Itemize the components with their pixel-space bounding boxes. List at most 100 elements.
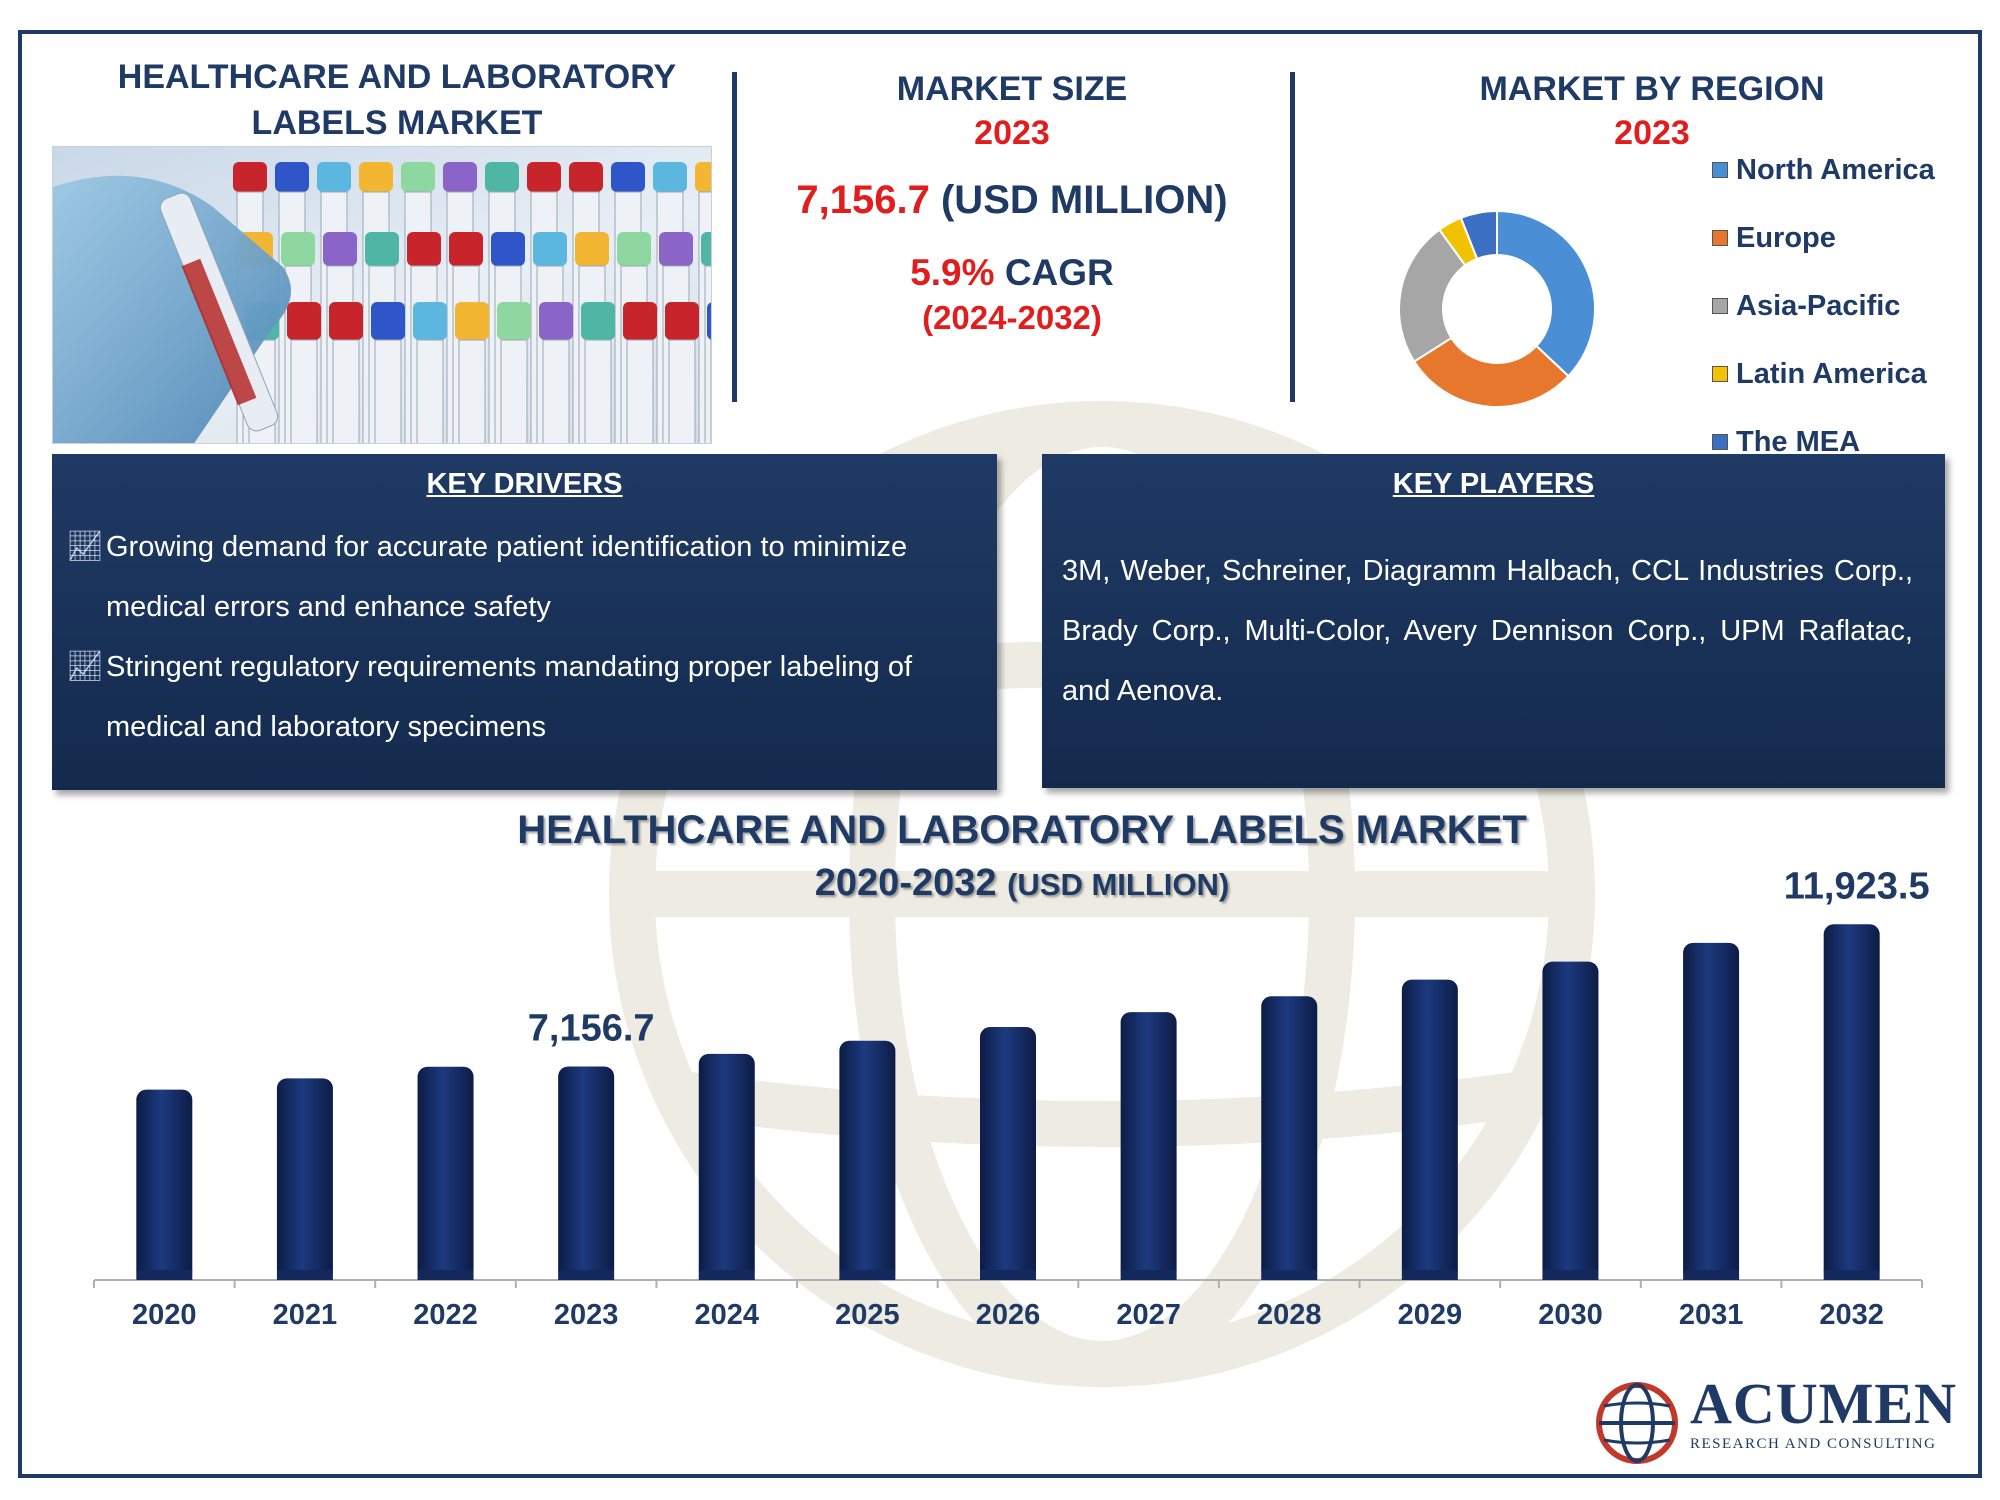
bar-base <box>1401 1270 1458 1280</box>
legend-label: Asia-Pacific <box>1736 289 1901 322</box>
tube-cap <box>365 232 399 266</box>
tube-body <box>704 265 711 443</box>
cagr-period: (2024-2032) <box>922 299 1102 336</box>
tube-cap <box>569 162 603 192</box>
lab-tubes-photo <box>52 146 712 444</box>
tube-cap <box>455 302 489 340</box>
legend-label: Europe <box>1736 221 1836 254</box>
cagr: 5.9% CAGR <box>742 248 1282 298</box>
bar-base <box>1120 1270 1177 1280</box>
bar-2027 <box>1120 1012 1177 1280</box>
legend-label: North America <box>1736 153 1935 186</box>
tube-cap <box>695 162 711 192</box>
bar-2021 <box>276 1078 333 1280</box>
legend-item: Asia-Pacific <box>1712 272 1978 340</box>
tube-cap <box>449 232 483 266</box>
logo-tagline: RESEARCH AND CONSULTING <box>1690 1436 1937 1452</box>
cagr-label: CAGR <box>1004 252 1114 293</box>
driver-text: Stringent regulatory requirements mandat… <box>106 651 913 743</box>
market-size-block: MARKET SIZE 2023 7,156.7 (USD MILLION) 5… <box>742 66 1282 338</box>
tube-body <box>290 339 318 443</box>
bar-base <box>1261 1270 1318 1280</box>
bar-2028 <box>1261 996 1318 1280</box>
key-players-panel: KEY PLAYERS 3M, Weber, Schreiner, Diagra… <box>1042 454 1945 788</box>
legend-swatch <box>1712 298 1728 314</box>
x-tick-label: 2020 <box>132 1299 197 1331</box>
x-tick-label: 2025 <box>835 1299 900 1331</box>
tube-cap <box>329 302 363 340</box>
tube-cap <box>359 162 393 192</box>
growth-icon: 📈︎ <box>66 650 105 683</box>
report-title-line2: LABELS MARKET <box>251 104 543 142</box>
key-drivers-heading: KEY DRIVERS <box>426 468 623 500</box>
x-tick-label: 2032 <box>1819 1299 1884 1331</box>
tube-cap <box>275 162 309 192</box>
x-tick-label: 2029 <box>1398 1299 1463 1331</box>
bar-base <box>1683 1270 1740 1280</box>
bar-2022 <box>417 1066 474 1280</box>
bar-2025 <box>839 1040 896 1280</box>
region-donut-chart <box>1398 209 1596 408</box>
tube-cap <box>611 162 645 192</box>
logo-wordmark: ACUMEN <box>1690 1371 1957 1436</box>
bar-base <box>136 1270 193 1280</box>
donut-slice-the-mea <box>1459 209 1498 261</box>
bar-2031 <box>1683 942 1740 1280</box>
x-tick-label: 2027 <box>1116 1299 1181 1331</box>
bar-2029 <box>1401 979 1458 1280</box>
bar-2026 <box>980 1027 1036 1280</box>
tube-cap <box>665 302 699 340</box>
bar-base <box>980 1270 1036 1280</box>
divider-line <box>732 72 737 402</box>
tube-cap <box>401 162 435 192</box>
data-label-2023: 7,156.7 <box>528 1007 655 1049</box>
bar-2024 <box>698 1053 755 1280</box>
region-title: MARKET BY REGION 2023 <box>1402 66 1902 154</box>
x-tick-label: 2023 <box>554 1299 619 1331</box>
legend-item: Europe <box>1712 204 1978 272</box>
tube-body <box>626 339 654 443</box>
tube-body <box>416 339 444 443</box>
tube-cap <box>485 162 519 192</box>
tube-cap <box>533 232 567 266</box>
legend-swatch <box>1712 434 1728 450</box>
x-tick-label: 2022 <box>413 1299 478 1331</box>
tube-body <box>374 339 402 443</box>
market-size-heading: MARKET SIZE <box>896 70 1128 108</box>
legend-swatch <box>1712 162 1728 178</box>
tube-cap <box>407 232 441 266</box>
chart-title: HEALTHCARE AND LABORATORY LABELS MARKET … <box>322 804 1722 912</box>
x-tick-label: 2026 <box>976 1299 1041 1331</box>
tube-cap <box>527 162 561 192</box>
driver-item: 📈︎ Growing demand for accurate patient i… <box>52 517 997 637</box>
x-tick-label: 2021 <box>273 1299 338 1331</box>
tube-cap <box>413 302 447 340</box>
bar-2023 <box>558 1066 615 1280</box>
tube-cap <box>659 232 693 266</box>
bar-base <box>1542 1270 1599 1280</box>
bar-base <box>1823 1270 1880 1280</box>
data-label-2032: 11,923.5 <box>1784 865 1930 907</box>
tube-cap <box>581 302 615 340</box>
legend-item: North America <box>1712 136 1978 204</box>
market-size-value: 7,156.7 (USD MILLION) <box>742 172 1282 228</box>
chart-title-period: 2020-2032 <box>814 862 997 904</box>
growth-icon: 📈︎ <box>66 530 105 563</box>
tube-body <box>668 339 696 443</box>
acumen-logo: ACUMEN RESEARCH AND CONSULTING <box>1592 1372 1962 1472</box>
tube-cap <box>281 232 315 266</box>
tube-cap <box>539 302 573 340</box>
tube-cap <box>707 302 711 340</box>
tube-cap <box>701 232 711 266</box>
tube-cap <box>443 162 477 192</box>
key-drivers-list: 📈︎ Growing demand for accurate patient i… <box>52 517 997 757</box>
x-tick-label: 2030 <box>1538 1299 1603 1331</box>
bar-2020 <box>136 1089 193 1280</box>
tube-body <box>458 339 486 443</box>
donut-slice-europe <box>1412 336 1570 408</box>
acumen-globe-icon <box>1596 1382 1678 1464</box>
x-tick-label: 2028 <box>1257 1299 1322 1331</box>
market-bar-chart: 2020 2021 2022 2023 7,156.7 2024 2025 2026 2027 2… <box>93 865 1930 1331</box>
tube-cap <box>623 302 657 340</box>
key-players-text: 3M, Weber, Schreiner, Diagramm Halbach, … <box>1062 555 1913 707</box>
